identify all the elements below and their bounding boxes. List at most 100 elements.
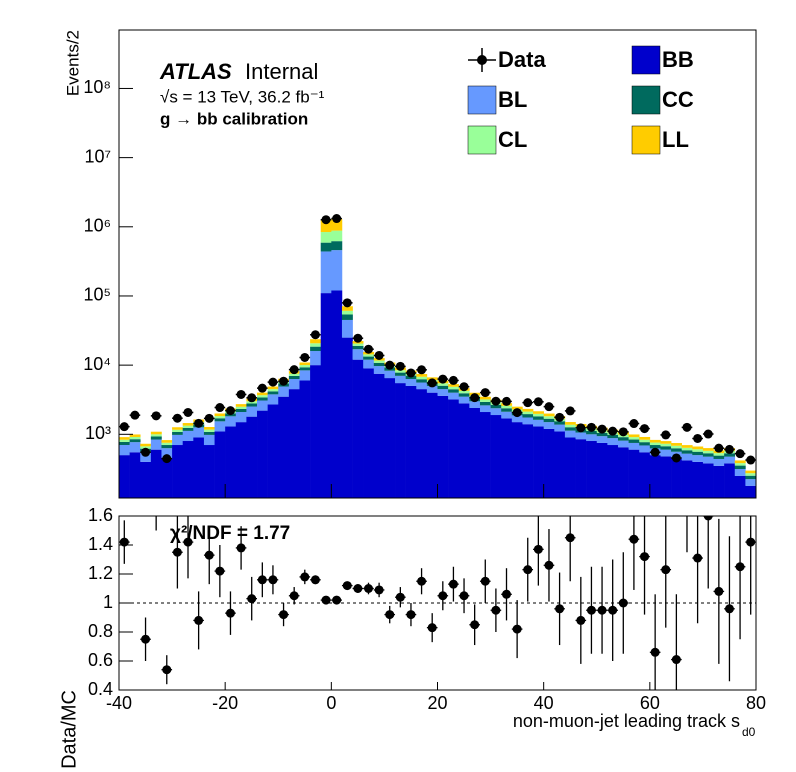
stack-segment [341, 310, 353, 315]
stack-segment [533, 411, 544, 414]
stack-segment [235, 408, 247, 413]
stack-segment [522, 411, 534, 415]
stack-segment [246, 406, 258, 417]
stack-segment [628, 434, 640, 438]
legend-label: CL [498, 127, 527, 152]
stack-segment [310, 351, 322, 366]
stack-segment [288, 389, 300, 498]
stack-segment [119, 445, 130, 456]
x-tick-label: -40 [106, 693, 132, 713]
ratio-point [576, 615, 586, 625]
data-point [724, 444, 734, 454]
stack-segment [214, 416, 226, 419]
stack-segment [649, 445, 661, 449]
y-tick-label: 0.4 [88, 679, 113, 699]
data-point [427, 378, 437, 388]
ratio-point [225, 608, 235, 618]
legend-swatch [631, 125, 661, 155]
energy-label: √s = 13 TeV, 36.2 fb⁻¹ [160, 87, 325, 106]
stack-segment [702, 453, 714, 457]
stack-segment [299, 367, 311, 371]
ratio-point [332, 595, 342, 605]
stack-segment [203, 431, 215, 435]
stack-segment [267, 386, 279, 390]
data-point [194, 418, 204, 428]
ratio-point [427, 623, 437, 633]
ratio-point [480, 576, 490, 586]
stack-segment [596, 432, 608, 437]
x-tick-label: 40 [534, 693, 554, 713]
stack-segment [511, 406, 523, 410]
stack-segment [734, 460, 746, 464]
stack-segment [564, 437, 576, 498]
data-point [183, 407, 193, 417]
stack-segment [426, 392, 438, 498]
stack-segment [692, 449, 704, 452]
stack-segment [734, 463, 746, 466]
y-tick-label: 0.6 [88, 650, 113, 670]
legend-label: LL [662, 127, 689, 152]
stack-segment [458, 403, 470, 498]
stack-segment [564, 427, 576, 431]
stack-segment [617, 447, 629, 498]
x-axis-label: non-muon-jet leading track s [513, 711, 740, 731]
stack-segment [373, 366, 385, 374]
data-point [502, 396, 512, 406]
stack-segment [607, 445, 619, 498]
stack-segment [129, 434, 141, 437]
stack-segment [310, 346, 322, 352]
ratio-point [395, 592, 405, 602]
stack-segment [660, 446, 672, 450]
ratio-panel [119, 516, 756, 690]
stack-segment [119, 439, 130, 442]
stack-segment [246, 403, 258, 407]
stack-segment [161, 458, 173, 498]
ratio-point [321, 595, 331, 605]
stack-segment [310, 365, 322, 498]
stack-segment [395, 375, 406, 384]
ratio-point [438, 591, 448, 601]
stack-segment [140, 461, 152, 498]
stack-segment [745, 475, 756, 480]
ratio-point [671, 655, 681, 665]
stack-segment [681, 447, 693, 451]
stack-segment [490, 404, 502, 409]
stack-segment [235, 422, 247, 498]
data-point [225, 406, 235, 416]
y-tick-label: 10⁷ [84, 146, 111, 166]
stack-segment [533, 419, 544, 427]
ratio-point [470, 620, 480, 630]
data-point [703, 429, 713, 439]
stack-segment [639, 439, 651, 443]
ratio-point [693, 553, 703, 563]
stack-segment [235, 412, 247, 423]
stack-segment [140, 446, 152, 449]
ratio-point [597, 605, 607, 615]
stack-segment [437, 383, 449, 386]
data-point [491, 396, 501, 406]
stack-segment [448, 386, 460, 390]
ratio-point [194, 615, 204, 625]
legend-swatch [467, 85, 497, 115]
data-point [555, 412, 565, 422]
stack-segment [628, 442, 640, 450]
stack-segment [533, 413, 544, 417]
process-label: g → bb calibration [160, 109, 308, 128]
stack-segment [257, 397, 268, 401]
stack-segment [660, 456, 672, 498]
data-point [714, 443, 724, 453]
stack-segment [416, 374, 428, 377]
ratio-point [172, 547, 182, 557]
x-tick-label: 20 [427, 693, 447, 713]
legend-swatch [631, 45, 661, 75]
atlas-status: Internal [245, 59, 318, 84]
top-frame [118, 29, 757, 499]
stack-segment [203, 427, 215, 430]
stack-segment [363, 356, 375, 360]
y-tick-label: 1.4 [88, 534, 113, 554]
data-point [459, 382, 469, 392]
stack-segment [416, 382, 428, 390]
ratio-point [119, 537, 129, 547]
stack-segment [479, 396, 491, 400]
stack-segment [639, 445, 651, 453]
